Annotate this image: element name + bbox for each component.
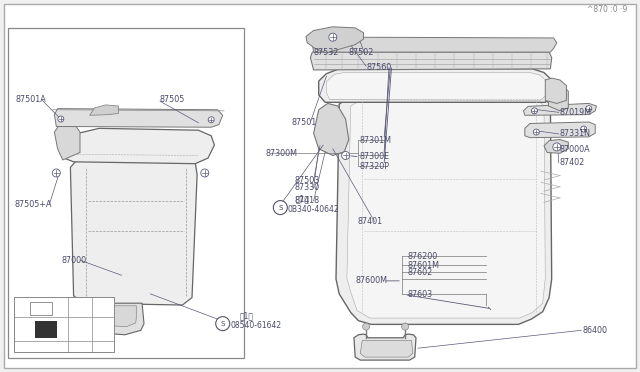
Text: 87300E: 87300E xyxy=(360,153,390,161)
Text: 87501A: 87501A xyxy=(16,95,47,104)
Polygon shape xyxy=(96,303,144,335)
Circle shape xyxy=(580,126,587,132)
Text: ^870 :0 ·9: ^870 :0 ·9 xyxy=(587,5,627,14)
Polygon shape xyxy=(314,103,349,155)
Polygon shape xyxy=(64,128,214,164)
Polygon shape xyxy=(319,109,343,150)
Polygon shape xyxy=(54,123,80,160)
Text: 87320P: 87320P xyxy=(360,162,390,171)
Text: （1）: （1） xyxy=(296,194,310,203)
Circle shape xyxy=(208,117,214,123)
Text: 87301M: 87301M xyxy=(360,136,392,145)
Circle shape xyxy=(52,169,60,177)
Polygon shape xyxy=(310,52,552,70)
Text: 87601M: 87601M xyxy=(407,261,439,270)
Text: 87603: 87603 xyxy=(407,290,432,299)
Polygon shape xyxy=(319,69,552,102)
Circle shape xyxy=(402,323,408,330)
Text: 87560: 87560 xyxy=(366,63,391,72)
Polygon shape xyxy=(347,99,545,318)
Polygon shape xyxy=(360,340,413,357)
Text: （1）: （1） xyxy=(239,311,253,320)
Circle shape xyxy=(553,143,561,151)
Text: 87505: 87505 xyxy=(160,95,186,104)
Polygon shape xyxy=(90,105,118,115)
Polygon shape xyxy=(544,140,568,153)
Text: 86400: 86400 xyxy=(582,326,607,335)
Circle shape xyxy=(329,33,337,41)
Text: 87300M: 87300M xyxy=(266,149,298,158)
Text: 87000: 87000 xyxy=(61,256,86,265)
Polygon shape xyxy=(548,86,568,111)
Text: 87418: 87418 xyxy=(294,196,319,205)
Text: 87505+A: 87505+A xyxy=(14,200,52,209)
Circle shape xyxy=(363,323,369,330)
Bar xyxy=(35,321,57,338)
Polygon shape xyxy=(326,73,547,100)
Circle shape xyxy=(58,116,64,122)
Polygon shape xyxy=(306,27,364,53)
Bar xyxy=(8,28,244,358)
Circle shape xyxy=(533,129,540,135)
Polygon shape xyxy=(545,78,566,103)
Polygon shape xyxy=(525,122,595,138)
Polygon shape xyxy=(54,109,223,127)
Text: S: S xyxy=(278,205,282,211)
Text: 08540-61642: 08540-61642 xyxy=(230,321,282,330)
Bar xyxy=(14,297,114,352)
Circle shape xyxy=(342,151,349,160)
Polygon shape xyxy=(354,334,416,360)
Text: 87401: 87401 xyxy=(357,217,382,226)
Text: 87331N: 87331N xyxy=(560,129,591,138)
Text: 87503: 87503 xyxy=(294,176,319,185)
Text: 87532: 87532 xyxy=(314,48,339,57)
Circle shape xyxy=(216,317,230,331)
Circle shape xyxy=(531,108,538,114)
Text: 87600M: 87600M xyxy=(356,276,388,285)
Text: 87019M: 87019M xyxy=(560,108,592,117)
Text: 87000A: 87000A xyxy=(560,145,591,154)
Bar xyxy=(30,302,52,315)
Text: 876200: 876200 xyxy=(407,252,437,261)
Circle shape xyxy=(586,106,592,112)
Text: 87402: 87402 xyxy=(560,158,585,167)
Text: 87330: 87330 xyxy=(294,183,319,192)
Text: S: S xyxy=(221,321,225,327)
Polygon shape xyxy=(102,306,136,327)
Polygon shape xyxy=(70,151,197,305)
Polygon shape xyxy=(312,37,557,52)
Text: 87602: 87602 xyxy=(407,268,432,277)
Circle shape xyxy=(273,201,287,215)
Polygon shape xyxy=(336,92,552,324)
Text: 87502: 87502 xyxy=(349,48,374,57)
Text: 87501: 87501 xyxy=(291,118,316,126)
Polygon shape xyxy=(524,103,596,115)
Circle shape xyxy=(201,169,209,177)
Text: 0B340-40642: 0B340-40642 xyxy=(288,205,340,214)
